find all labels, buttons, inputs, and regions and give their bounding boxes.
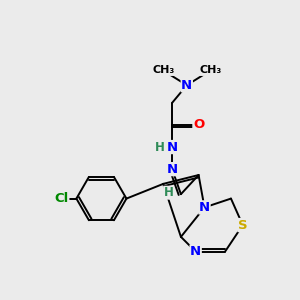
Text: CH₃: CH₃ <box>199 65 221 76</box>
Text: N: N <box>167 163 178 176</box>
Text: Cl: Cl <box>55 192 69 205</box>
Text: S: S <box>238 219 247 232</box>
Text: H: H <box>155 141 165 154</box>
Text: N: N <box>190 245 201 258</box>
Text: O: O <box>193 118 204 131</box>
Text: H: H <box>164 186 173 199</box>
Text: N: N <box>167 141 178 154</box>
Text: CH₃: CH₃ <box>152 65 174 76</box>
Text: N: N <box>181 79 192 92</box>
Text: N: N <box>199 201 210 214</box>
